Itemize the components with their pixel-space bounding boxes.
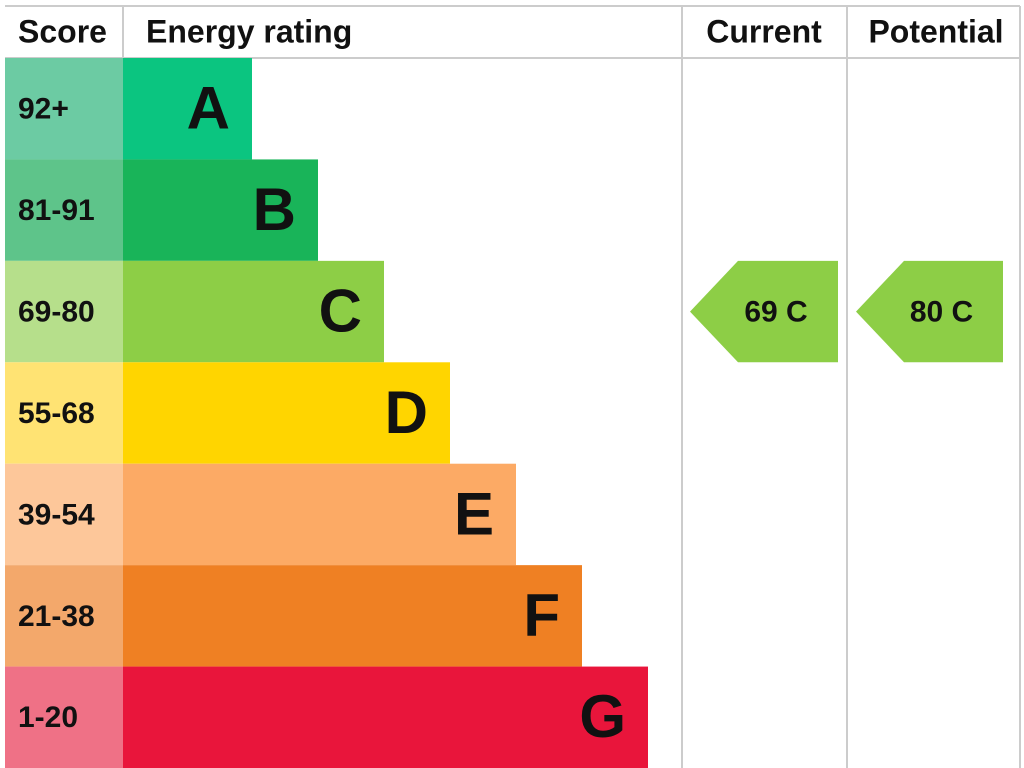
score-label: 1-20 (18, 701, 78, 734)
band-letter: F (523, 582, 560, 649)
band-letter: C (319, 277, 362, 344)
score-cell (5, 58, 123, 160)
band-bar (123, 260, 384, 363)
marker-label: 80 C (910, 295, 973, 328)
score-label: 69-80 (18, 295, 95, 328)
band-bar (123, 565, 582, 667)
marker-label: 69 C (744, 295, 807, 328)
header-score: Score (18, 13, 107, 49)
band-letter: A (187, 75, 230, 142)
band-letter: G (579, 683, 626, 750)
score-label: 39-54 (18, 498, 95, 531)
score-cell (5, 159, 123, 261)
score-cell (5, 463, 123, 566)
header-rating: Energy rating (146, 13, 352, 49)
header-current: Current (706, 13, 822, 49)
potential-marker: 80 C (856, 260, 1003, 363)
score-label: 92+ (18, 93, 69, 126)
band-bar (123, 463, 516, 566)
score-cell (5, 362, 123, 464)
score-cell (5, 666, 123, 768)
score-cell (5, 565, 123, 667)
current-marker: 69 C (690, 260, 838, 363)
band-letter: E (454, 480, 494, 547)
band-bar (123, 58, 252, 160)
header-potential: Potential (868, 13, 1003, 49)
band-bar (123, 362, 450, 464)
band-letter: D (385, 379, 428, 446)
score-label: 81-91 (18, 194, 95, 227)
score-cell (5, 260, 123, 363)
marker-arrow (856, 260, 1003, 363)
band-bar (123, 666, 648, 768)
marker-arrow (690, 260, 838, 363)
score-label: 21-38 (18, 600, 95, 633)
bands: 92+ A 81-91 B 69-80 C 55-68 D 39-54 E 21-38 F 1-20 G (5, 58, 648, 768)
band-bar (123, 159, 318, 261)
score-label: 55-68 (18, 397, 95, 430)
band-letter: B (253, 176, 296, 243)
